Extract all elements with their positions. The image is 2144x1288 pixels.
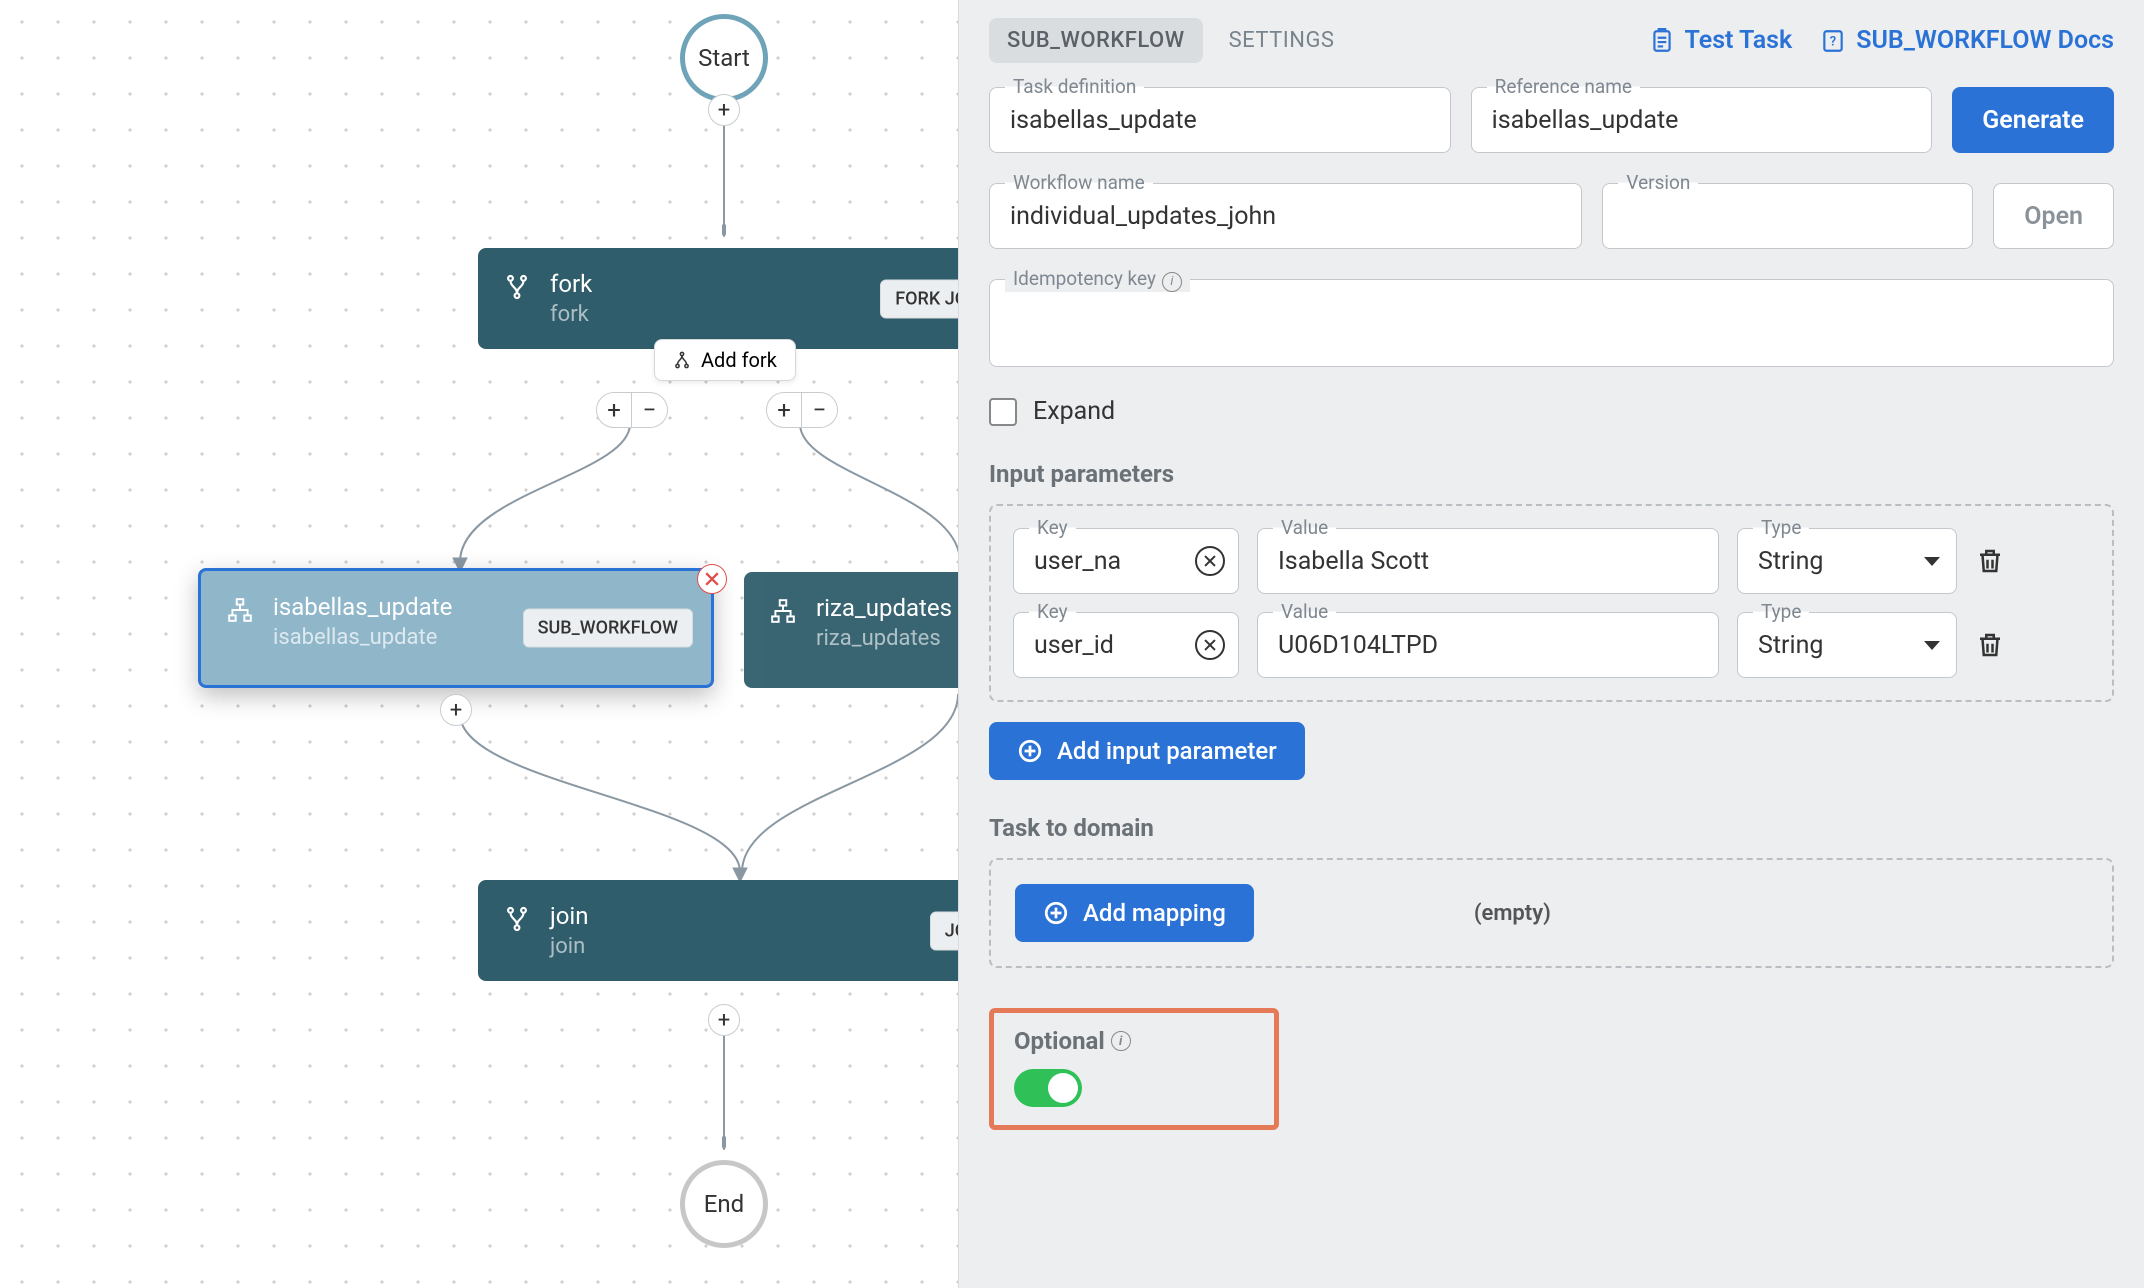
expand-label: Expand: [1033, 397, 1115, 426]
plus-circle-icon: [1017, 738, 1043, 764]
fork-branch-1-controls: + −: [596, 392, 668, 428]
help-doc-icon: ?: [1820, 28, 1846, 54]
riza-sub: riza_updates: [816, 626, 952, 651]
caret-down-icon: [1924, 557, 1940, 566]
reference-name-label: Reference name: [1487, 75, 1640, 98]
join-badge: JOIN: [930, 911, 958, 950]
fork-subtitle: fork: [550, 302, 592, 327]
input-parameters-title: Input parameters: [989, 460, 2114, 488]
add-input-parameter-button[interactable]: Add input parameter: [989, 722, 1305, 780]
isabellas-badge: SUB_WORKFLOW: [523, 609, 693, 648]
svg-text:?: ?: [1830, 34, 1836, 49]
open-button[interactable]: Open: [1993, 183, 2114, 249]
riza-title: riza_updates: [816, 594, 952, 622]
join-node[interactable]: join join JOIN: [478, 880, 958, 981]
clear-icon[interactable]: [1195, 630, 1225, 660]
fork-icon: [504, 274, 530, 300]
clear-icon[interactable]: [1195, 546, 1225, 576]
riza-updates-node[interactable]: riza_updates riza_updates: [744, 572, 958, 688]
expand-checkbox[interactable]: [989, 398, 1017, 426]
workflow-name-label: Workflow name: [1005, 171, 1153, 194]
info-icon: i: [1162, 272, 1182, 292]
branch-2-plus-button[interactable]: +: [766, 392, 802, 428]
isabellas-sub: isabellas_update: [273, 625, 452, 650]
fork-branch-2-controls: + −: [766, 392, 838, 428]
task-to-domain-box: Add mapping (empty): [989, 858, 2114, 968]
panel-tabs: SUB_WORKFLOW SETTINGS: [989, 18, 1353, 63]
idempotency-input[interactable]: [989, 279, 2114, 367]
param-row: Key Value Type String: [1013, 528, 2090, 594]
delete-param-button[interactable]: [1975, 628, 2005, 662]
add-fork-button[interactable]: Add fork: [654, 339, 796, 381]
subworkflow-icon: [227, 597, 253, 623]
join-icon: [504, 906, 530, 932]
input-parameters-box: Key Value Type String: [989, 504, 2114, 702]
param-row: Key Value Type String: [1013, 612, 2090, 678]
start-label: Start: [698, 44, 750, 72]
caret-down-icon: [1924, 641, 1940, 650]
optional-highlight-box: Optionali: [989, 1008, 1279, 1130]
plus-circle-icon: [1043, 900, 1069, 926]
workflow-canvas[interactable]: Start + fork fork FORK JOIN Add fork + −…: [0, 0, 958, 1288]
tab-settings[interactable]: SETTINGS: [1211, 18, 1353, 63]
fork-badge: FORK JOIN: [880, 279, 958, 318]
toggle-knob: [1048, 1073, 1078, 1103]
task-definition-label: Task definition: [1005, 75, 1144, 98]
node-close-button[interactable]: [697, 564, 727, 594]
test-task-link[interactable]: Test Task: [1649, 26, 1793, 55]
tab-sub-workflow[interactable]: SUB_WORKFLOW: [989, 18, 1203, 63]
idempotency-label: Idempotency keyi: [1005, 267, 1190, 292]
delete-param-button[interactable]: [1975, 544, 2005, 578]
task-to-domain-title: Task to domain: [989, 814, 2114, 842]
isabellas-update-node[interactable]: isabellas_update isabellas_update SUB_WO…: [198, 568, 714, 688]
start-node[interactable]: Start: [680, 14, 768, 102]
end-node[interactable]: End: [680, 1160, 768, 1248]
branch-1-minus-button[interactable]: −: [632, 392, 668, 428]
fork-title: fork: [550, 270, 592, 298]
docs-link[interactable]: ? SUB_WORKFLOW Docs: [1820, 26, 2114, 55]
expand-checkbox-row[interactable]: Expand: [989, 397, 2114, 426]
branch-icon: [673, 351, 691, 369]
version-label: Version: [1618, 171, 1698, 194]
subworkflow-icon: [770, 598, 796, 624]
branch-1-plus-button[interactable]: +: [596, 392, 632, 428]
fork-node[interactable]: fork fork FORK JOIN: [478, 248, 958, 349]
properties-panel: SUB_WORKFLOW SETTINGS Test Task ? SUB_WO…: [958, 0, 2144, 1288]
empty-text: (empty): [1474, 901, 1551, 926]
optional-title: Optionali: [1014, 1027, 1254, 1055]
clipboard-icon: [1649, 28, 1675, 54]
branch-2-minus-button[interactable]: −: [802, 392, 838, 428]
end-label: End: [704, 1190, 744, 1218]
join-plus-button[interactable]: +: [708, 1004, 740, 1036]
isabellas-title: isabellas_update: [273, 593, 452, 621]
add-mapping-button[interactable]: Add mapping: [1015, 884, 1254, 942]
start-plus-button[interactable]: +: [708, 94, 740, 126]
join-title: join: [550, 902, 589, 930]
join-sub: join: [550, 934, 589, 959]
info-icon: i: [1111, 1031, 1131, 1051]
isabellas-plus-button[interactable]: +: [440, 694, 472, 726]
add-fork-label: Add fork: [701, 348, 777, 372]
generate-button[interactable]: Generate: [1952, 87, 2114, 153]
optional-toggle[interactable]: [1014, 1069, 1082, 1107]
